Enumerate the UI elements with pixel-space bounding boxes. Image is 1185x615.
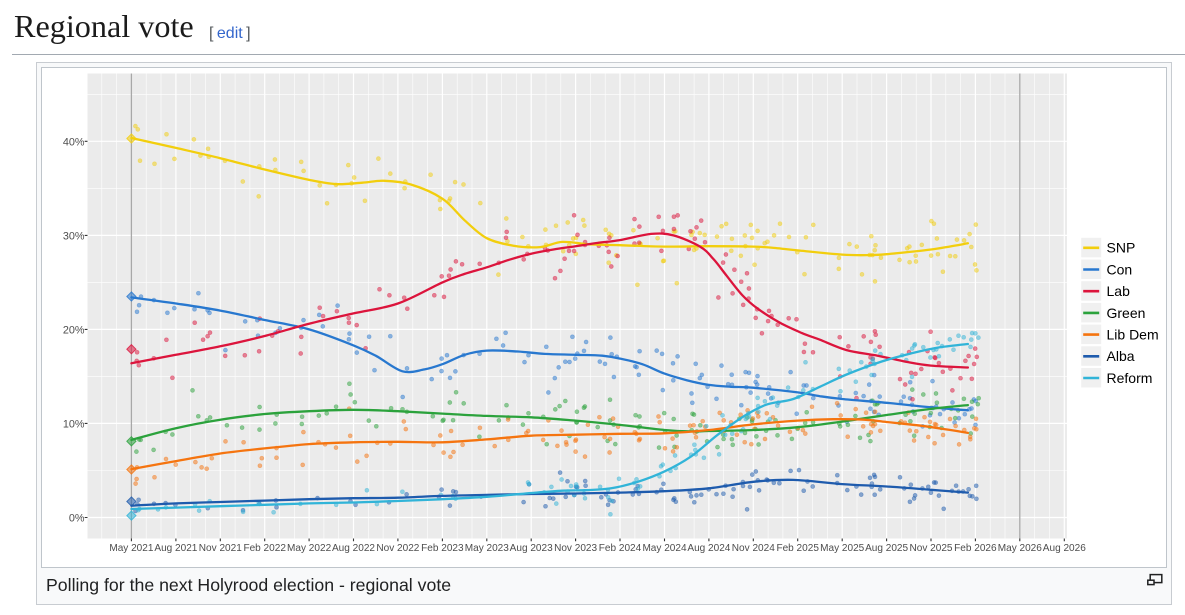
svg-text:Nov 2024: Nov 2024 — [731, 543, 774, 554]
svg-text:SNP: SNP — [1106, 239, 1135, 255]
svg-text:Nov 2023: Nov 2023 — [554, 543, 597, 554]
svg-text:Feb 2026: Feb 2026 — [954, 543, 997, 554]
svg-text:Con: Con — [1106, 261, 1132, 277]
svg-text:0%: 0% — [68, 512, 84, 524]
svg-text:Aug 2026: Aug 2026 — [1042, 543, 1085, 554]
svg-text:Nov 2021: Nov 2021 — [198, 543, 241, 554]
svg-text:Green: Green — [1106, 304, 1145, 320]
svg-text:10%: 10% — [62, 418, 84, 430]
svg-text:Aug 2025: Aug 2025 — [865, 543, 908, 554]
svg-text:May 2022: May 2022 — [287, 543, 332, 554]
svg-text:Nov 2022: Nov 2022 — [376, 543, 419, 554]
svg-text:Lib Dem: Lib Dem — [1106, 326, 1158, 342]
svg-text:Feb 2025: Feb 2025 — [776, 543, 819, 554]
svg-text:Aug 2021: Aug 2021 — [154, 543, 197, 554]
svg-text:May 2025: May 2025 — [820, 543, 865, 554]
svg-text:Aug 2023: Aug 2023 — [509, 543, 552, 554]
svg-text:May 2024: May 2024 — [642, 543, 687, 554]
svg-text:Reform: Reform — [1106, 369, 1152, 385]
svg-text:Alba: Alba — [1106, 348, 1134, 364]
svg-text:Lab: Lab — [1106, 283, 1130, 299]
svg-text:May 2021: May 2021 — [109, 543, 154, 554]
svg-text:30%: 30% — [62, 230, 84, 242]
svg-text:Feb 2024: Feb 2024 — [598, 543, 641, 554]
svg-text:Feb 2023: Feb 2023 — [421, 543, 464, 554]
svg-text:20%: 20% — [62, 324, 84, 336]
svg-text:Nov 2025: Nov 2025 — [909, 543, 952, 554]
svg-text:Feb 2022: Feb 2022 — [243, 543, 286, 554]
svg-text:May 2026: May 2026 — [997, 543, 1042, 554]
svg-text:Aug 2022: Aug 2022 — [331, 543, 374, 554]
svg-text:40%: 40% — [62, 136, 84, 148]
svg-text:May 2023: May 2023 — [464, 543, 509, 554]
svg-text:Aug 2024: Aug 2024 — [687, 543, 730, 554]
